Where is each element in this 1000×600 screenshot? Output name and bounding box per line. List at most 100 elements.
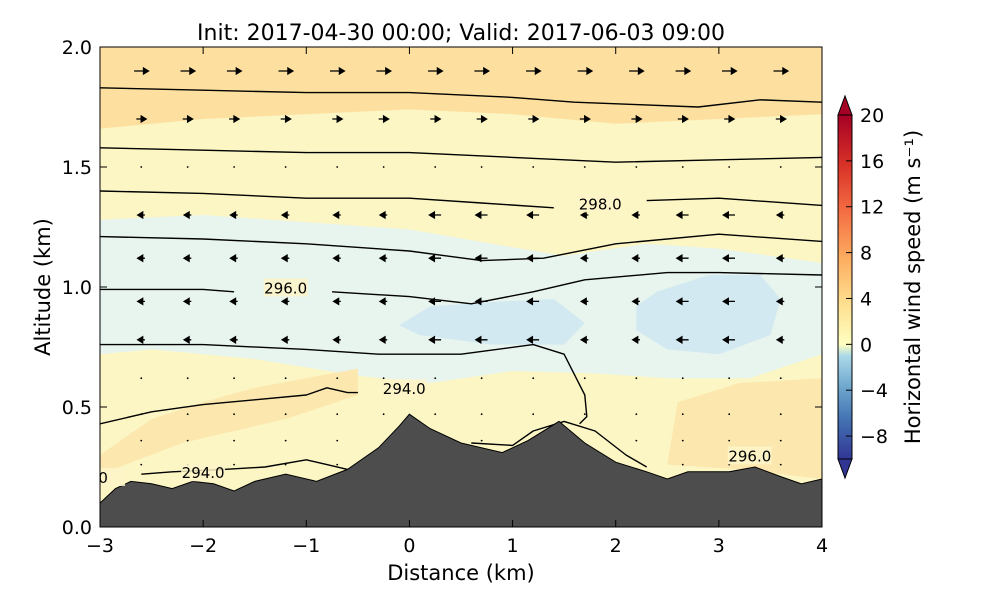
wind-vector bbox=[434, 377, 437, 380]
contour-label: 296.0 bbox=[264, 279, 307, 297]
wind-vector bbox=[226, 66, 243, 76]
colorbar-tick-label: 4 bbox=[860, 288, 872, 310]
y-tick-label: 1.5 bbox=[62, 157, 92, 179]
wind-vector bbox=[579, 210, 589, 220]
wind-vector bbox=[474, 254, 488, 263]
wind-vector bbox=[229, 335, 238, 344]
theta-contour bbox=[100, 147, 822, 163]
wind-vector bbox=[728, 439, 731, 442]
wind-vector bbox=[579, 114, 591, 124]
wind-vector bbox=[728, 377, 731, 380]
wind-vector bbox=[675, 210, 689, 220]
wind-vector bbox=[284, 413, 287, 416]
contour-label-bg bbox=[382, 379, 427, 398]
wind-vector bbox=[532, 413, 535, 416]
wind-vector bbox=[136, 210, 145, 220]
wind-vector bbox=[136, 297, 145, 306]
wind-vector bbox=[779, 377, 782, 380]
y-tick-label: 1.0 bbox=[62, 277, 92, 299]
colorbar-lower-extension bbox=[837, 458, 853, 480]
theta-contour bbox=[100, 387, 358, 425]
wind-vector bbox=[428, 210, 442, 220]
wind-vector bbox=[675, 254, 689, 263]
colorbar-tick-label: 12 bbox=[860, 197, 884, 219]
contour-label: 296.0 bbox=[728, 447, 771, 465]
wind-vector bbox=[476, 114, 488, 124]
wind-vector bbox=[336, 463, 339, 466]
wind-fill-upper-warm bbox=[100, 47, 822, 129]
wind-vector bbox=[229, 254, 238, 263]
wind-vector bbox=[280, 210, 290, 220]
wind-vector bbox=[583, 413, 586, 416]
wind-vector bbox=[140, 166, 143, 168]
colorbar-upper-extension bbox=[837, 94, 853, 116]
wind-vector bbox=[336, 439, 339, 442]
wind-vector bbox=[526, 297, 540, 306]
wind-vector bbox=[233, 463, 235, 466]
colorbar-tick-label: 0 bbox=[860, 334, 872, 356]
wind-vector bbox=[635, 377, 638, 380]
wind-vector bbox=[229, 210, 238, 220]
wind-vector bbox=[186, 413, 189, 416]
wind-fill-lower-warm bbox=[100, 368, 358, 475]
wind-vector bbox=[474, 210, 488, 220]
wind-vector bbox=[681, 463, 684, 466]
wind-vector bbox=[526, 210, 540, 220]
colorbar-label: Horizontal wind speed (m s⁻¹) bbox=[901, 130, 925, 444]
wind-vector bbox=[583, 166, 586, 168]
contour-label-bg bbox=[263, 278, 308, 297]
wind-vector bbox=[577, 66, 594, 76]
x-tick-label: −2 bbox=[189, 535, 217, 557]
wind-vector bbox=[278, 66, 295, 76]
wind-vector bbox=[428, 66, 444, 76]
wind-vector bbox=[675, 297, 689, 306]
wind-vector bbox=[779, 413, 782, 416]
wind-vector bbox=[136, 335, 145, 344]
wind-vector bbox=[532, 166, 535, 168]
wind-vector bbox=[480, 439, 483, 442]
x-axis-ticks: −3 −2 −1 0 1 2 3 4 bbox=[86, 47, 828, 557]
wind-vector bbox=[186, 166, 189, 168]
wind-vector bbox=[675, 335, 689, 344]
wind-vector bbox=[480, 166, 483, 168]
y-axis-label: Altitude (km) bbox=[31, 218, 55, 356]
wind-vector bbox=[532, 377, 535, 380]
contour-label: 298.0 bbox=[579, 195, 622, 213]
colorbar-ticks: −8 −4 0 4 8 12 16 20 bbox=[846, 105, 888, 448]
wind-vector bbox=[136, 254, 145, 263]
theta-contour bbox=[100, 233, 822, 262]
wind-vector bbox=[378, 297, 388, 306]
wind-vector bbox=[474, 335, 488, 344]
wind-vector bbox=[681, 439, 684, 442]
wind-vector bbox=[140, 413, 143, 416]
colorbar-tick-label: 20 bbox=[860, 105, 884, 127]
x-tick-label: 2 bbox=[610, 535, 622, 557]
wind-vector bbox=[722, 66, 738, 76]
wind-vector bbox=[631, 335, 640, 344]
wind-vector bbox=[528, 114, 540, 124]
wind-vector bbox=[378, 114, 390, 124]
contour-label: 294.0 bbox=[182, 464, 225, 482]
wind-vector bbox=[526, 254, 540, 263]
contour-label-bg bbox=[578, 194, 623, 213]
wind-vector bbox=[332, 114, 344, 124]
wind-vector bbox=[631, 114, 643, 124]
colorbar-tick-label: 16 bbox=[860, 151, 884, 173]
wind-vector bbox=[378, 210, 388, 220]
wind-vector bbox=[480, 413, 483, 416]
x-tick-label: −3 bbox=[86, 535, 114, 557]
theta-contour bbox=[100, 87, 822, 108]
wind-vector bbox=[136, 114, 148, 124]
wind-vector bbox=[280, 297, 290, 306]
contour-labels: 298.0 296.0 294.0 294.0 296.0 0 bbox=[100, 194, 772, 487]
wind-vector bbox=[280, 335, 290, 344]
wind-fill-lower-warm-east bbox=[667, 378, 822, 479]
theta-contour bbox=[332, 271, 822, 305]
wind-vector bbox=[728, 413, 731, 416]
wind-vector bbox=[182, 210, 192, 220]
colorbar-gradient bbox=[837, 114, 853, 460]
theta-contour bbox=[100, 190, 554, 209]
theta-contour bbox=[471, 420, 648, 468]
wind-vector bbox=[722, 254, 735, 263]
